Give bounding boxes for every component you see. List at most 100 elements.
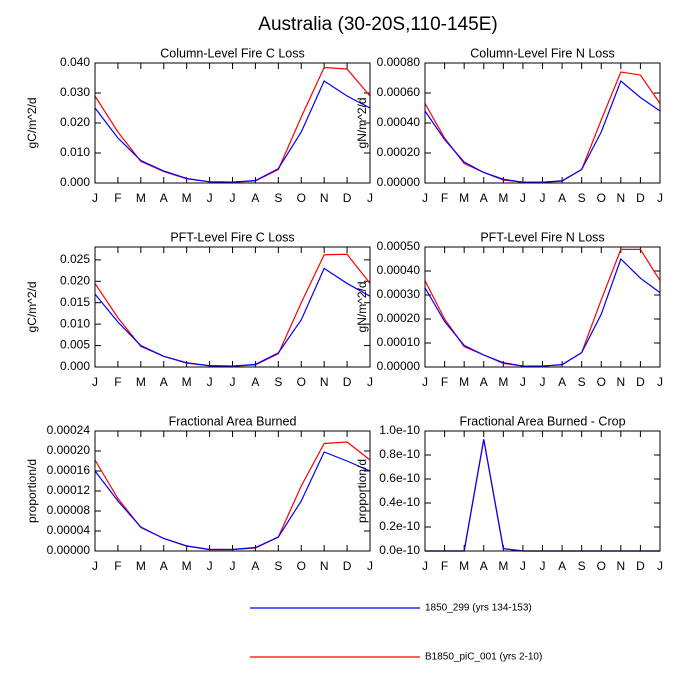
y-tick-label: 0.000 [60,359,90,373]
series-line [425,439,660,552]
plot-frame [94,430,371,552]
series-line [424,79,661,183]
y-tick-label: 0.4e-10 [379,495,420,509]
x-tick-label: D [636,559,645,573]
y-tick-label: 0.005 [60,338,90,352]
x-tick-label: N [320,375,329,389]
x-tick-label: A [251,559,259,573]
y-tick-label: 0.020 [60,115,90,129]
x-tick-label: J [520,375,526,389]
x-tick-label: M [182,375,192,389]
x-tick-label: S [274,191,282,205]
series-line [94,451,371,551]
x-tick-label: A [251,191,259,205]
y-tick-label: 0.00080 [377,55,421,69]
series-line [94,267,371,367]
x-tick-label: N [616,191,625,205]
y-tick-label: 0.00020 [377,145,421,159]
x-tick-label: M [459,559,469,573]
x-tick-label: F [114,191,121,205]
x-tick-label: J [540,375,546,389]
x-tick-label: M [136,191,146,205]
x-tick-label: J [657,375,663,389]
x-tick-label: M [182,559,192,573]
x-tick-label: M [182,191,192,205]
x-tick-label: N [616,375,625,389]
x-tick-label: S [578,559,586,573]
x-tick-label: M [459,375,469,389]
x-tick-label: O [597,375,606,389]
y-tick-label: 0.00004 [47,523,91,537]
y-tick-label: 0.00050 [377,239,421,253]
x-tick-label: J [520,191,526,205]
y-tick-label: 0.030 [60,85,90,99]
x-tick-label: J [367,375,373,389]
x-tick-label: A [480,559,488,573]
y-axis-label: gC/m^2/d [25,282,39,333]
y-tick-label: 1.0e-10 [379,423,420,437]
x-tick-label: J [367,559,373,573]
x-tick-label: O [297,559,306,573]
y-tick-label: 0.6e-10 [379,471,420,485]
x-tick-label: J [207,559,213,573]
y-tick-label: 0.00010 [377,335,421,349]
x-tick-label: S [578,191,586,205]
y-tick-label: 0.00000 [47,543,91,557]
y-tick-label: 0.00040 [377,115,421,129]
y-tick-label: 0.0e-10 [379,543,420,557]
x-tick-label: S [274,559,282,573]
panel-title: PFT-Level Fire N Loss [480,230,604,244]
x-tick-label: D [343,559,352,573]
panel-title: Fractional Area Burned [169,414,297,428]
x-tick-label: J [92,559,98,573]
panel-title: PFT-Level Fire C Loss [170,230,294,244]
series-line [424,71,661,183]
x-tick-label: A [160,191,168,205]
x-tick-label: M [459,191,469,205]
x-tick-label: M [498,375,508,389]
x-tick-label: J [92,375,98,389]
x-tick-label: F [114,375,121,389]
panel-title: Fractional Area Burned - Crop [459,414,625,428]
x-tick-label: J [207,375,213,389]
y-tick-label: 0.00040 [377,263,421,277]
x-tick-label: A [480,191,488,205]
series-line [425,439,660,552]
x-tick-label: M [136,559,146,573]
x-tick-label: F [441,375,448,389]
x-tick-label: D [343,191,352,205]
x-tick-label: A [558,191,566,205]
x-tick-label: J [657,191,663,205]
x-tick-label: J [230,375,236,389]
y-axis-label: proportion/d [355,459,369,523]
x-tick-label: A [160,559,168,573]
plot-frame [424,430,661,552]
x-tick-label: J [520,559,526,573]
plot-frame [424,246,661,368]
y-tick-label: 0.015 [60,295,90,309]
x-tick-label: F [114,559,121,573]
x-tick-label: J [92,191,98,205]
y-tick-label: 0.00000 [377,175,421,189]
x-tick-label: A [251,375,259,389]
x-tick-label: J [422,375,428,389]
y-tick-label: 0.00008 [47,503,91,517]
x-tick-label: O [297,375,306,389]
plot-frame [94,246,371,368]
y-tick-label: 0.2e-10 [379,519,420,533]
y-tick-label: 0.00060 [377,85,421,99]
x-tick-label: J [422,191,428,205]
x-tick-label: F [441,559,448,573]
x-tick-label: D [636,191,645,205]
x-tick-label: N [320,559,329,573]
x-tick-label: M [498,559,508,573]
x-tick-label: J [230,559,236,573]
x-tick-label: J [422,559,428,573]
x-tick-label: M [136,375,146,389]
x-tick-label: J [207,191,213,205]
x-tick-label: A [558,559,566,573]
series-line [94,441,371,551]
panel-title: Column-Level Fire N Loss [470,46,615,60]
x-tick-label: J [230,191,236,205]
x-tick-label: A [480,375,488,389]
